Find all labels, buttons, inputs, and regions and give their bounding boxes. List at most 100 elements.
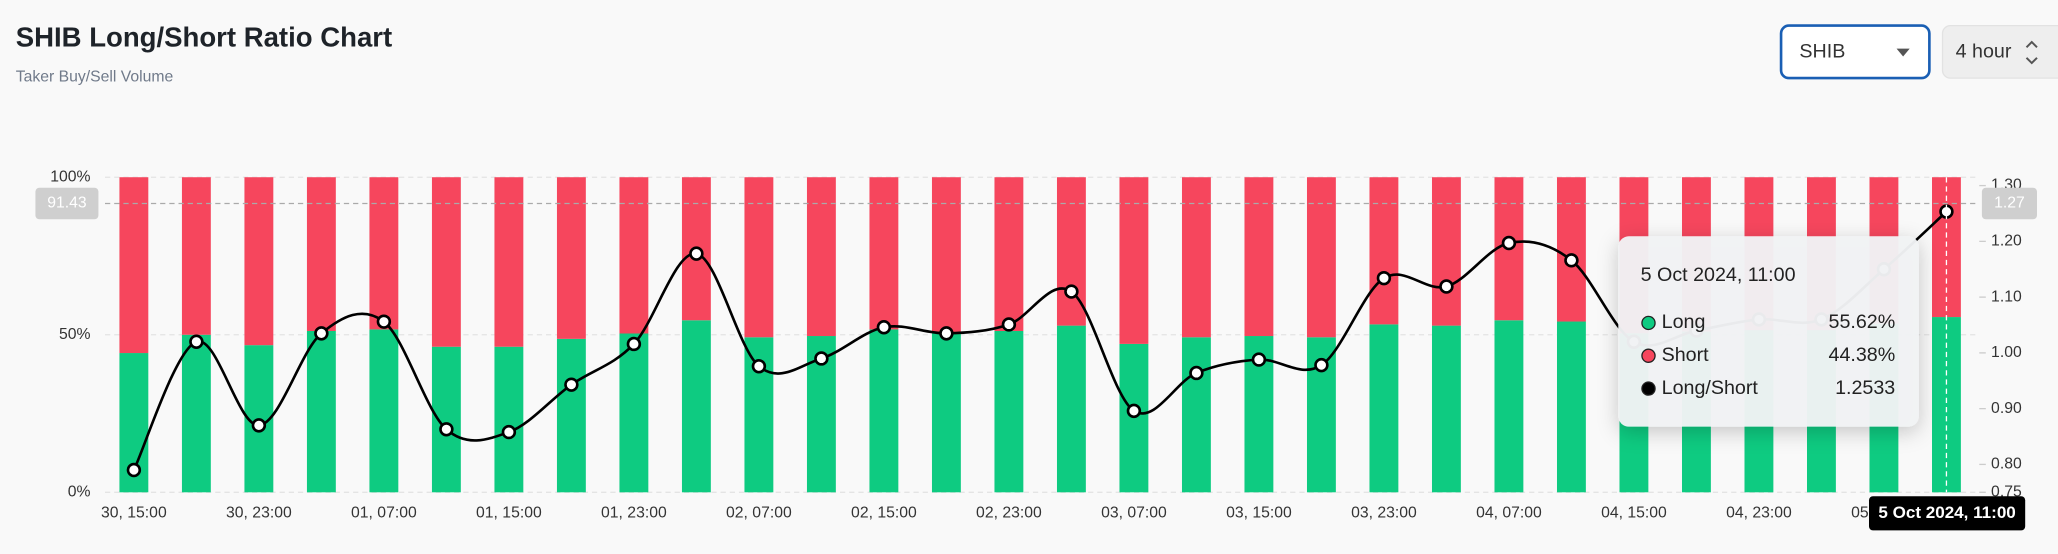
bar-segment (431, 177, 461, 347)
ratio-point (501, 424, 517, 440)
symbol-select[interactable] (1779, 24, 1931, 80)
interval-select[interactable] (1941, 24, 2058, 79)
bar-segment (1431, 325, 1461, 493)
tooltip-value: 55.62% (1829, 311, 1896, 333)
bar-segment (931, 177, 961, 334)
bar-segment (1431, 177, 1461, 326)
bar-segment (1369, 177, 1399, 325)
ratio-point (1314, 357, 1329, 373)
ratio-point (1439, 279, 1454, 294)
ratio-point (814, 351, 829, 366)
bar-segment (744, 177, 774, 338)
ratio-point (876, 320, 892, 335)
x-tick-label: 02, 15:00 (851, 504, 917, 521)
tooltip-value: 1.2533 (1835, 377, 1895, 399)
bar-segment (369, 177, 399, 330)
x-tick-label: 02, 23:00 (976, 504, 1042, 521)
crosshair-x-label: 5 Oct 2024, 11:00 (1878, 503, 2015, 522)
cursor-right-box (1981, 187, 2037, 220)
ratio-point (626, 336, 642, 352)
bar-segment (181, 177, 211, 335)
bar-segment (431, 346, 461, 493)
x-tick-label: 04, 15:00 (1601, 504, 1667, 521)
dropdown-caret (1896, 48, 1910, 57)
tooltip-box (1618, 236, 1919, 427)
x-tick-label: 30, 23:00 (226, 504, 292, 521)
bar-segment (1119, 177, 1149, 344)
bar-segment (556, 338, 586, 493)
plot-area: 0%50%100%0.750.800.901.001.101.201.3030,… (35, 168, 2037, 531)
bar-segment (869, 329, 899, 493)
bar-segment (1556, 177, 1586, 322)
x-tick-label: 01, 23:00 (601, 504, 667, 521)
symbol-value: SHIB (1799, 41, 1845, 63)
tooltip-swatch (1641, 381, 1656, 396)
tooltip-series-name: Long/Short (1662, 377, 1759, 399)
ratio-point (564, 377, 579, 392)
cursor-left-box (35, 187, 99, 220)
bar-segment (494, 177, 524, 347)
chart-subtitle: Taker Buy/Sell Volume (16, 69, 174, 86)
x-tick-label: 30, 15:00 (101, 504, 167, 521)
y2-tick-label: 0.90 (1991, 400, 2022, 417)
x-tick-label: 03, 23:00 (1351, 504, 1417, 521)
x-tick-label: 04, 23:00 (1726, 504, 1792, 521)
y2-tick-label: 1.20 (1991, 233, 2022, 250)
bar-segment (619, 333, 649, 493)
bar-segment (306, 330, 336, 493)
bar-segment (1181, 337, 1211, 493)
bar-segment (306, 177, 336, 331)
chart-title: SHIB Long/Short Ratio Chart (16, 22, 392, 53)
ratio-point (1501, 235, 1517, 251)
bar-segment (1494, 320, 1524, 493)
ratio-point (126, 462, 142, 478)
bar-segment (994, 330, 1024, 493)
bar-segment (1056, 325, 1086, 493)
bar-segment (369, 329, 399, 493)
ratio-point (1189, 365, 1204, 381)
y-tick-label: 50% (59, 326, 91, 343)
ratio-point (439, 422, 454, 437)
x-tick-label: 01, 15:00 (476, 504, 542, 521)
cursor-left-label: 91.43 (47, 195, 87, 212)
tooltip-swatch (1641, 315, 1656, 331)
bar-segment (681, 320, 711, 493)
cursor-right-label: 1.27 (1994, 195, 2025, 212)
x-tick-label: 02, 07:00 (726, 504, 792, 521)
bar-segment (806, 177, 836, 337)
ratio-point (251, 418, 267, 433)
y2-tick-label: 1.00 (1991, 344, 2022, 361)
ratio-point (939, 326, 954, 341)
bar-segment (556, 177, 586, 339)
tooltip-swatch (1641, 348, 1656, 363)
bar-segment (1556, 321, 1586, 493)
crosshair-x-box (1869, 496, 2026, 531)
x-tick-label: 03, 15:00 (1226, 504, 1292, 521)
bar-segment (181, 334, 211, 493)
bar-segment (1244, 177, 1274, 337)
ratio-point (689, 246, 704, 261)
bar-segment (619, 177, 649, 334)
bar-segment (869, 177, 899, 330)
spinner-icon (2025, 40, 2038, 65)
x-tick-label: 01, 07:00 (351, 504, 417, 521)
bar-segment (1306, 177, 1336, 338)
y2-tick-label: 1.10 (1991, 288, 2022, 305)
bar-segment (494, 346, 524, 493)
ratio-point (1064, 284, 1079, 299)
ratio-point (1126, 403, 1142, 419)
y2-tick-label: 0.75 (1991, 483, 2022, 500)
ratio-point (1251, 352, 1267, 367)
ratio-point (1564, 253, 1579, 268)
y-tick-label: 0% (68, 483, 91, 500)
interval-value: 4 hour (1956, 41, 2012, 63)
ratio-point (376, 314, 392, 329)
bar-segment (931, 333, 961, 493)
x-tick-label: 04, 07:00 (1476, 504, 1542, 521)
y-tick-label: 100% (50, 168, 90, 185)
tooltip-title: 5 Oct 2024, 11:00 (1641, 264, 1796, 286)
tooltip-value: 44.38% (1829, 344, 1896, 366)
tooltip-series-name: Short (1662, 344, 1710, 366)
bar-segment (1181, 177, 1211, 338)
